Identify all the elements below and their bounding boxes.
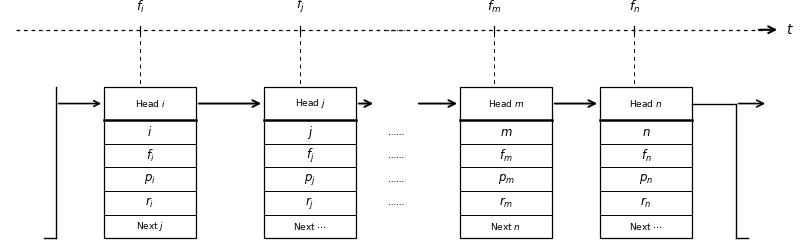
Text: Next $\cdots$: Next $\cdots$	[293, 221, 327, 232]
Text: $r_m$: $r_m$	[499, 196, 513, 210]
Text: Next $\cdots$: Next $\cdots$	[629, 221, 663, 232]
Text: $f_i$: $f_i$	[146, 148, 154, 164]
Text: Next $j$: Next $j$	[136, 220, 164, 233]
Text: $f_j$: $f_j$	[306, 147, 314, 165]
Text: $i$: $i$	[147, 125, 153, 139]
Text: Head $m$: Head $m$	[488, 98, 524, 109]
Bar	[264, 87, 356, 238]
Text: $p_n$: $p_n$	[639, 172, 653, 186]
Text: $p_i$: $p_i$	[144, 172, 156, 186]
Text: $r_j$: $r_j$	[306, 195, 314, 211]
Text: $\cdots\cdots$: $\cdots\cdots$	[387, 175, 405, 184]
Text: $f_i$: $f_i$	[136, 0, 144, 15]
Text: $f_j$: $f_j$	[295, 0, 305, 15]
Text: $\cdots\cdots$: $\cdots\cdots$	[387, 127, 405, 137]
Text: $\cdots\cdots$: $\cdots\cdots$	[387, 198, 405, 207]
Text: $f_n$: $f_n$	[641, 148, 651, 164]
Text: $f_m$: $f_m$	[487, 0, 502, 15]
Text: $f_n$: $f_n$	[629, 0, 640, 15]
Text: $p_j$: $p_j$	[304, 172, 316, 187]
Text: $p_m$: $p_m$	[498, 172, 514, 186]
Text: $f_m$: $f_m$	[499, 148, 513, 164]
Bar	[460, 87, 552, 238]
Text: Head $n$: Head $n$	[630, 98, 662, 109]
Text: Head $i$: Head $i$	[134, 98, 166, 109]
Text: $t$: $t$	[786, 23, 794, 37]
Text: Next $n$: Next $n$	[490, 221, 522, 232]
Text: $n$: $n$	[642, 125, 650, 139]
Text: $r_i$: $r_i$	[146, 196, 154, 210]
Text: $j$: $j$	[306, 124, 314, 141]
Text: $r_n$: $r_n$	[640, 196, 652, 210]
Text: $\cdots\cdots$: $\cdots\cdots$	[387, 151, 405, 160]
Bar	[600, 87, 692, 238]
Text: $m$: $m$	[500, 125, 512, 139]
Text: $\cdots\cdots$: $\cdots\cdots$	[386, 25, 406, 35]
Bar	[104, 87, 196, 238]
Text: Head $j$: Head $j$	[294, 97, 326, 110]
